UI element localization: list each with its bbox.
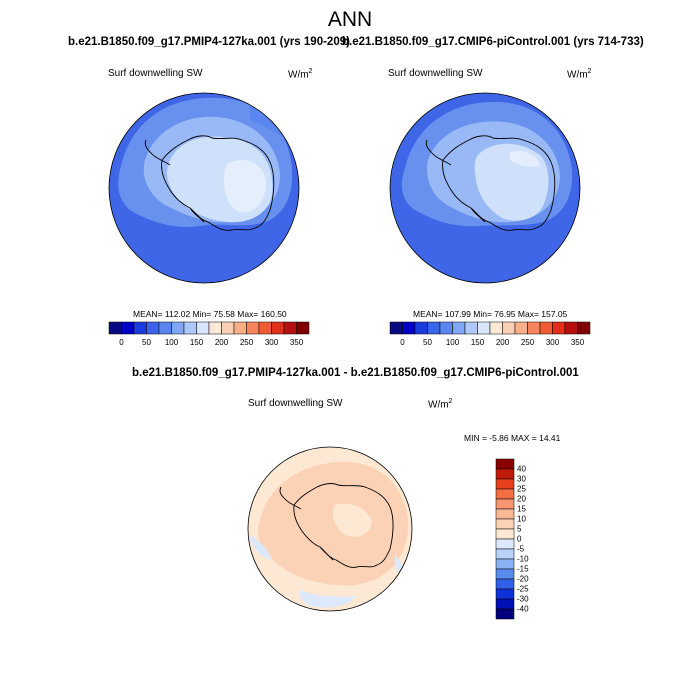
panel1-units-label: W/m2 <box>288 68 313 81</box>
panel3-colorbar-box <box>495 498 515 510</box>
panel3-shade-positive <box>258 461 409 586</box>
panel2-colorbar-tick: 0 <box>400 338 405 347</box>
panel2-colorbar <box>389 321 591 335</box>
panel1-title: b.e21.B1850.f09_g17.PMIP4-127ka.001 (yrs… <box>68 36 350 48</box>
panel3-coastline <box>279 483 394 568</box>
panel3-shade-negative-south <box>299 590 355 608</box>
panel3-colorbar-tick: 15 <box>517 504 526 514</box>
panel3-colorbar-box <box>495 598 515 610</box>
panel3-colorbar-tick: -20 <box>517 574 529 584</box>
panel2-colorbar-tick: 300 <box>545 338 560 347</box>
panel3-colorbar-box <box>495 518 515 530</box>
panel2-stats: MEAN= 107.99 Min= 76.95 Max= 157.05 <box>413 309 568 319</box>
panel3-stats: MIN = -5.86 MAX = 14.41 <box>464 433 561 443</box>
panel1-colorbar-tick: 50 <box>142 338 151 347</box>
panel1-colorbar-tick: 300 <box>264 338 279 347</box>
panel2-coastline <box>425 135 556 231</box>
panel1-colorbar-box <box>296 321 310 335</box>
panel3-colorbar-box <box>495 488 515 500</box>
panel3-colorbar-tick: 20 <box>517 494 526 504</box>
panel3-title: b.e21.B1850.f09_g17.PMIP4-127ka.001 - b.… <box>132 367 579 379</box>
panel3-colorbar <box>495 458 515 620</box>
panel3-units-label: W/m2 <box>428 398 453 411</box>
panel3-colorbar-box <box>495 458 515 470</box>
panel3-colorbar-box <box>495 508 515 520</box>
panel3-colorbar-box <box>495 558 515 570</box>
panel1-colorbar-tick: 100 <box>164 338 179 347</box>
panel3-map-border <box>247 446 413 612</box>
panel3-colorbar-tick: 30 <box>517 474 526 484</box>
panel3-colorbar-tick: -40 <box>517 604 529 614</box>
panel2-title: b.e21.B1850.f09_g17.CMIP6-piControl.001 … <box>342 36 644 48</box>
panel3-colorbar-tick: 25 <box>517 484 526 494</box>
panel1-colorbar <box>108 321 310 335</box>
panel1-colorbar-tick: 200 <box>214 338 229 347</box>
panel3-colorbar-box <box>495 478 515 490</box>
panel3-colorbar-box <box>495 538 515 550</box>
panel1-coastline <box>144 135 275 231</box>
panel3-colorbar-box <box>495 568 515 580</box>
page-title: ANN <box>327 8 373 31</box>
panel3-variable-label: Surf downwelling SW <box>248 398 343 409</box>
panel2-colorbar-tick: 250 <box>520 338 535 347</box>
panel3-colorbar-tick: -5 <box>517 544 525 554</box>
panel1-stats: MEAN= 112.02 Min= 75.58 Max= 160.50 <box>133 309 287 319</box>
panel2-colorbar-box <box>577 321 591 335</box>
panel2-colorbar-tick: 200 <box>495 338 510 347</box>
panel2-shade-core <box>510 150 540 167</box>
panel3-colorbar-tick: -15 <box>517 564 529 574</box>
panel3-colorbar-box <box>495 468 515 480</box>
panel1-colorbar-tick: 150 <box>189 338 204 347</box>
panel3-colorbar-tick: 5 <box>517 524 522 534</box>
panel2-map-border <box>389 92 581 284</box>
panel2-colorbar-tick: 50 <box>423 338 432 347</box>
panel1-shade-core <box>223 160 267 213</box>
panel2-variable-label: Surf downwelling SW <box>388 68 483 79</box>
panel3-colorbar-box <box>495 588 515 600</box>
panel3-colorbar-tick: -25 <box>517 584 529 594</box>
panel1-colorbar-tick: 0 <box>119 338 124 347</box>
panel3-colorbar-box <box>495 548 515 560</box>
panel3-colorbar-box <box>495 528 515 540</box>
panel3-colorbar-tick: 0 <box>517 534 522 544</box>
panel1-map-border <box>108 92 300 284</box>
panel3-colorbar-tick: 40 <box>517 464 526 474</box>
panel3-colorbar-tick: -30 <box>517 594 529 604</box>
panel3-colorbar-tick: -10 <box>517 554 529 564</box>
panel1-colorbar-tick: 250 <box>239 338 254 347</box>
panel2-colorbar-tick: 350 <box>570 338 585 347</box>
panel3-colorbar-box <box>495 608 515 620</box>
panel1-variable-label: Surf downwelling SW <box>108 68 203 79</box>
panel3-colorbar-tick: 10 <box>517 514 526 524</box>
panel2-colorbar-tick: 100 <box>445 338 460 347</box>
panel3-shade-negative-west <box>250 535 272 560</box>
panel3-colorbar-box <box>495 578 515 590</box>
panel3-shade-plateau <box>333 503 372 537</box>
panel2-colorbar-tick: 150 <box>470 338 485 347</box>
panel1-colorbar-tick: 350 <box>289 338 304 347</box>
panel2-units-label: W/m2 <box>567 68 592 81</box>
